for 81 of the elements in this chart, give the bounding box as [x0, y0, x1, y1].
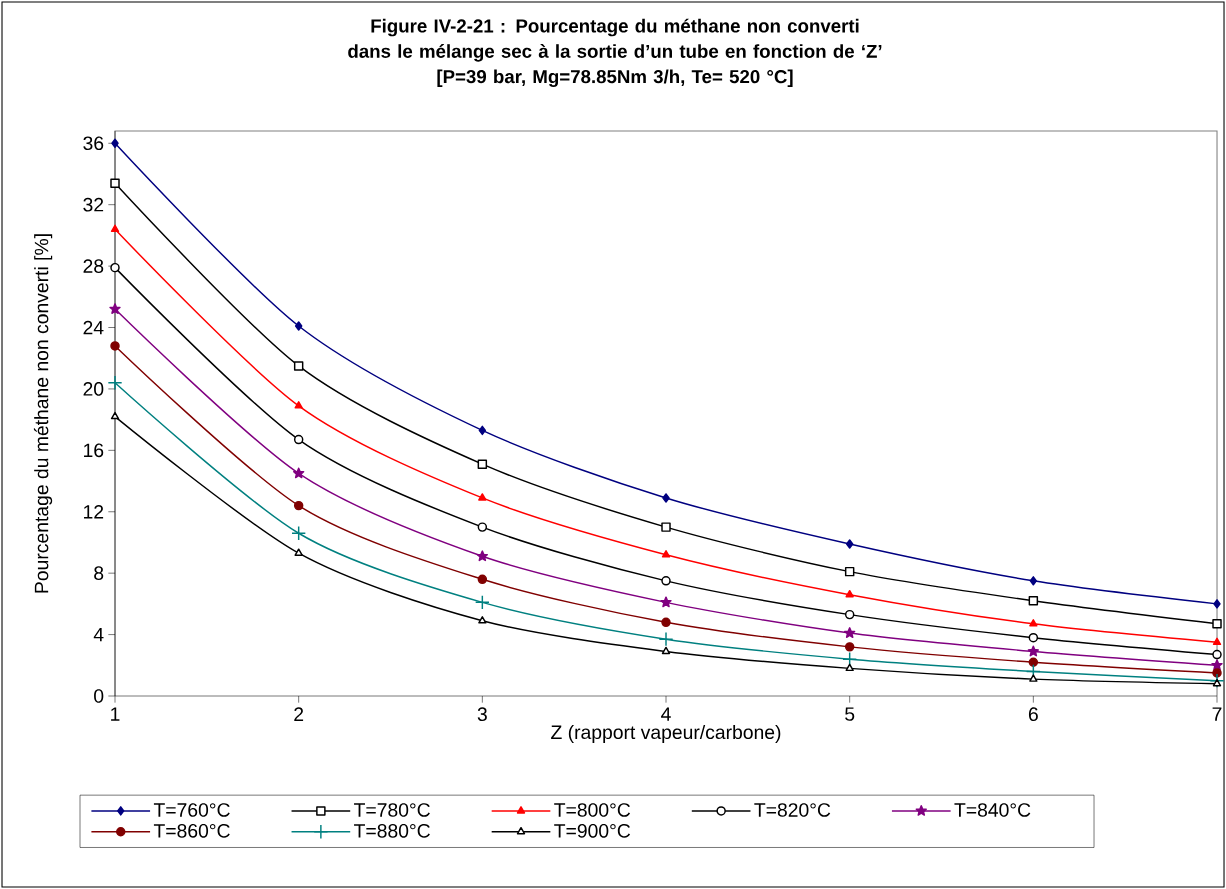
point: [1213, 599, 1221, 609]
x-tick-label: 3: [477, 707, 487, 722]
legend-label: T=900°C: [554, 823, 631, 838]
point: [477, 459, 488, 469]
y-tick-label: 12: [84, 505, 104, 519]
point: [293, 361, 304, 371]
x-tick-label: 2: [294, 707, 304, 721]
point: [107, 375, 123, 391]
legend-label: T=880°C: [354, 823, 430, 838]
point: [661, 646, 671, 655]
y-tick-label: 28: [83, 259, 104, 273]
y-tick-label: 4: [93, 627, 104, 642]
x-axis-title: Z (rapport vapeur/carbone): [551, 724, 781, 743]
chart-subtitle: [P=39 bar, Mg=78.85Nm 3/h, Te= 520 °C]: [437, 69, 793, 88]
legend-label: T=840°C: [954, 803, 1031, 817]
point: [842, 651, 858, 667]
point: [661, 617, 671, 628]
point: [1028, 596, 1039, 606]
point: [294, 401, 303, 409]
x-tick-label: 6: [1028, 707, 1038, 722]
point: [477, 574, 488, 585]
legend-label: T=780°C: [354, 803, 430, 817]
point: [110, 178, 120, 188]
point: [110, 224, 120, 232]
point: [661, 522, 671, 532]
point: [110, 341, 120, 351]
point: [845, 539, 854, 549]
point: [661, 550, 671, 558]
point: [294, 321, 303, 331]
point: [1212, 678, 1222, 687]
y-tick-label: 32: [83, 197, 104, 212]
point: [478, 493, 487, 501]
point: [843, 627, 856, 638]
point: [476, 550, 489, 562]
legend-label: T=760°C: [153, 803, 230, 817]
point: [478, 425, 487, 436]
y-tick-label: 36: [83, 136, 104, 151]
legend-label: T=800°C: [554, 803, 631, 817]
point: [1027, 645, 1040, 657]
y-tick-label: 8: [94, 566, 104, 581]
point: [1029, 619, 1038, 627]
point: [291, 525, 307, 541]
x-tick-label: 5: [845, 707, 855, 721]
y-tick-label: 0: [94, 689, 104, 703]
point: [1029, 674, 1038, 682]
point: [844, 566, 855, 577]
point: [109, 303, 121, 315]
point: [111, 138, 119, 149]
point: [661, 576, 671, 586]
point: [844, 642, 855, 652]
point: [110, 262, 120, 273]
point: [1212, 619, 1222, 629]
point: [845, 589, 854, 598]
point: [294, 548, 303, 556]
point: [474, 594, 490, 610]
point: [478, 616, 487, 624]
x-tick-label: 7: [1212, 707, 1222, 721]
x-tick-label: 1: [111, 707, 120, 721]
point: [1028, 632, 1039, 643]
point: [845, 663, 854, 672]
point: [660, 596, 672, 608]
point: [1212, 649, 1222, 660]
point: [1212, 637, 1222, 645]
legend-label: T=860°C: [153, 823, 230, 838]
point: [293, 500, 304, 511]
legend-label: T=820°C: [754, 803, 831, 817]
point: [477, 522, 488, 532]
point: [662, 493, 670, 503]
point: [1211, 659, 1223, 671]
point: [292, 467, 305, 479]
y-tick-label: 20: [83, 382, 104, 396]
y-axis-title: Pourcentage du méthane non converti [%]: [33, 234, 53, 593]
point: [1028, 657, 1039, 667]
y-tick-label: 24: [83, 320, 104, 335]
chart-title: Figure IV-2-21 : Pourcentage du méthane non converti dans le mélange sec à la sortie d’un tube en fonction de ‘Z’: [348, 18, 882, 62]
point: [658, 631, 674, 647]
y-tick-label: 16: [84, 443, 104, 458]
point: [293, 434, 304, 445]
point: [1029, 576, 1038, 586]
point: [844, 609, 855, 620]
x-tick-label: 4: [661, 707, 671, 721]
